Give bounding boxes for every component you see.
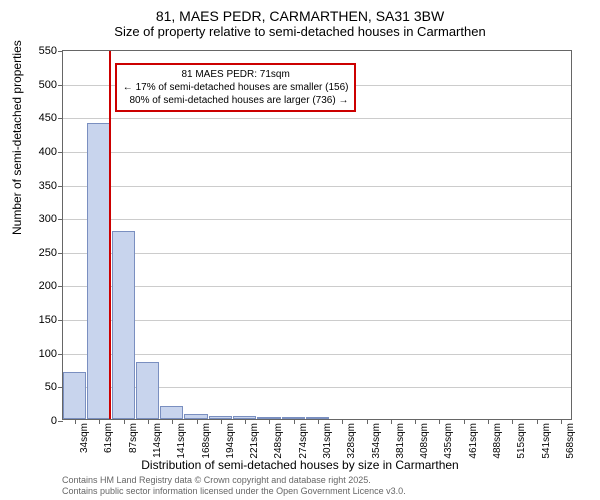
x-tick-mark [342, 419, 343, 424]
chart-footer: Contains HM Land Registry data © Crown c… [62, 475, 406, 498]
grid-line [63, 320, 571, 321]
x-tick-mark [294, 419, 295, 424]
x-tick-label: 114sqm [152, 423, 163, 458]
x-tick-label: 274sqm [298, 423, 309, 459]
x-tick-mark [391, 419, 392, 424]
x-tick-mark [488, 419, 489, 424]
y-tick-label: 0 [51, 415, 57, 427]
x-tick-label: 248sqm [273, 423, 284, 459]
y-tick-label: 500 [39, 79, 57, 91]
y-tick-label: 150 [39, 314, 57, 326]
x-tick-mark [172, 419, 173, 424]
y-tick-label: 450 [39, 112, 57, 124]
x-tick-label: 61sqm [103, 423, 114, 453]
y-tick-label: 300 [39, 213, 57, 225]
chart-title-sub: Size of property relative to semi-detach… [0, 24, 600, 39]
x-tick-label: 168sqm [201, 423, 212, 459]
y-tick-label: 550 [39, 45, 57, 57]
x-axis-label: Distribution of semi-detached houses by … [0, 458, 600, 472]
x-tick-mark [221, 419, 222, 424]
x-tick-mark [148, 419, 149, 424]
footer-copyright-1: Contains HM Land Registry data © Crown c… [62, 475, 406, 487]
grid-line [63, 253, 571, 254]
y-tick-mark [58, 286, 63, 287]
x-tick-label: 541sqm [541, 423, 552, 459]
x-tick-mark [318, 419, 319, 424]
grid-line [63, 286, 571, 287]
x-tick-mark [561, 419, 562, 424]
y-tick-mark [58, 186, 63, 187]
x-tick-label: 328sqm [346, 423, 357, 459]
x-tick-label: 87sqm [128, 423, 139, 453]
y-tick-label: 250 [39, 247, 57, 259]
y-axis-label: Number of semi-detached properties [10, 40, 24, 235]
histogram-bar [112, 231, 135, 419]
y-tick-mark [58, 118, 63, 119]
x-tick-label: 408sqm [419, 423, 430, 459]
y-tick-label: 200 [39, 280, 57, 292]
y-tick-label: 350 [39, 180, 57, 192]
reference-marker-line [109, 51, 111, 419]
x-tick-label: 141sqm [176, 423, 187, 459]
y-tick-label: 100 [39, 348, 57, 360]
footer-copyright-2: Contains public sector information licen… [62, 486, 406, 498]
x-tick-label: 435sqm [443, 423, 454, 459]
annotation-line: 80% of semi-detached houses are larger (… [123, 94, 349, 107]
y-tick-mark [58, 85, 63, 86]
x-tick-label: 354sqm [371, 423, 382, 459]
x-tick-mark [367, 419, 368, 424]
x-tick-mark [124, 419, 125, 424]
y-tick-mark [58, 51, 63, 52]
y-tick-mark [58, 421, 63, 422]
x-tick-label: 515sqm [516, 423, 527, 459]
histogram-bar [63, 372, 86, 419]
x-tick-mark [439, 419, 440, 424]
x-tick-label: 568sqm [565, 423, 576, 459]
grid-line [63, 186, 571, 187]
grid-line [63, 354, 571, 355]
histogram-bar [87, 123, 110, 419]
x-tick-mark [464, 419, 465, 424]
x-tick-mark [512, 419, 513, 424]
y-tick-label: 50 [45, 381, 57, 393]
chart-plot-area: 05010015020025030035040045050055034sqm61… [62, 50, 572, 420]
x-tick-mark [245, 419, 246, 424]
y-tick-mark [58, 219, 63, 220]
chart-title-main: 81, MAES PEDR, CARMARTHEN, SA31 3BW [0, 0, 600, 24]
annotation-line: 81 MAES PEDR: 71sqm [123, 68, 349, 81]
x-tick-label: 221sqm [249, 423, 260, 459]
x-tick-label: 194sqm [225, 423, 236, 459]
x-tick-label: 301sqm [322, 423, 333, 459]
x-tick-mark [75, 419, 76, 424]
x-tick-mark [197, 419, 198, 424]
x-tick-mark [537, 419, 538, 424]
histogram-bar [136, 362, 159, 419]
histogram-bar [160, 406, 183, 419]
grid-line [63, 152, 571, 153]
x-tick-mark [269, 419, 270, 424]
y-tick-label: 400 [39, 146, 57, 158]
annotation-box: 81 MAES PEDR: 71sqm← 17% of semi-detache… [115, 63, 357, 112]
x-tick-label: 381sqm [395, 423, 406, 459]
annotation-line: ← 17% of semi-detached houses are smalle… [123, 81, 349, 94]
x-tick-mark [415, 419, 416, 424]
x-tick-label: 488sqm [492, 423, 503, 459]
y-tick-mark [58, 354, 63, 355]
x-tick-label: 34sqm [79, 423, 90, 453]
x-tick-mark [99, 419, 100, 424]
y-tick-mark [58, 320, 63, 321]
grid-line [63, 118, 571, 119]
grid-line [63, 219, 571, 220]
y-tick-mark [58, 253, 63, 254]
y-tick-mark [58, 152, 63, 153]
x-tick-label: 461sqm [468, 423, 479, 459]
